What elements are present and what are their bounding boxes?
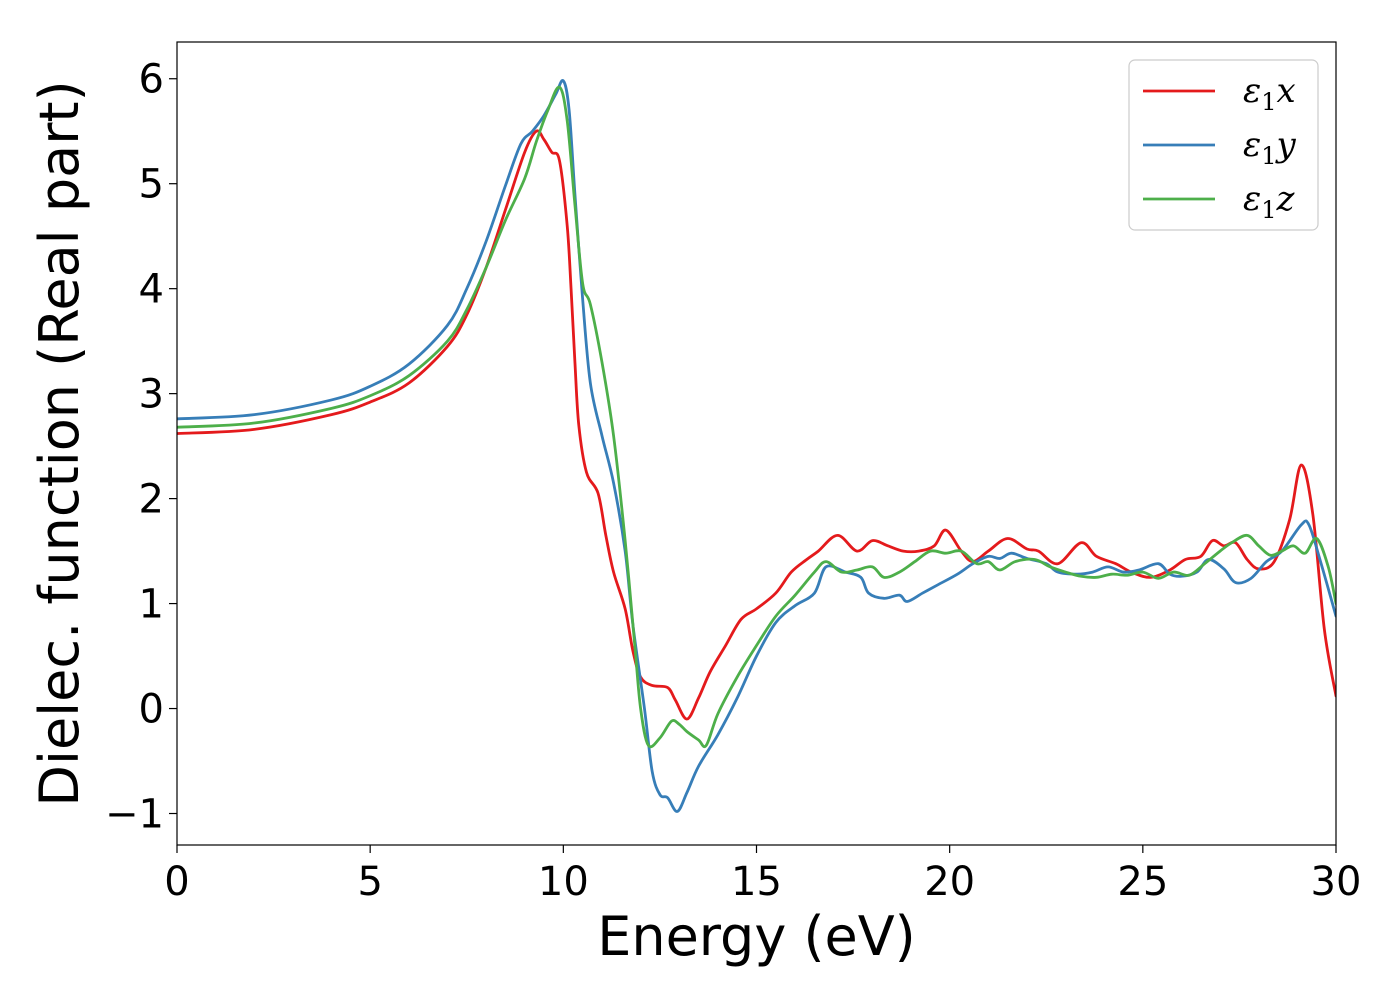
y-tick-label: −1 [105,792,164,838]
legend-label-z: ε1z [1243,179,1296,224]
x-tick-label: 20 [924,859,975,905]
y-tick-label: 1 [139,582,164,628]
series-line-z [177,85,1336,749]
x-tick-label: 0 [164,859,189,905]
series-layer [177,79,1336,813]
legend-label-y: ε1y [1243,125,1297,170]
legend-label-x: ε1x [1243,71,1296,116]
legend-box [1128,59,1319,231]
x-tick-label: 5 [357,859,382,905]
y-tick-label: 2 [139,477,164,523]
y-tick-label: 5 [139,162,164,208]
x-tick-label: 25 [1117,859,1168,905]
series-line-x [177,129,1336,721]
x-tick-label: 30 [1311,859,1362,905]
y-tick-label: 3 [139,372,164,418]
x-tick-label: 15 [731,859,782,905]
y-axis-label: Dielec. function (Real part) [28,80,91,806]
y-tick-label: 6 [139,57,164,103]
y-tick-label: 4 [139,267,164,313]
y-tick-label: 0 [139,687,164,733]
x-axis-label: Energy (eV) [597,905,916,968]
legend: ε1x ε1y ε1z [1128,59,1319,231]
x-tick-label: 10 [538,859,589,905]
